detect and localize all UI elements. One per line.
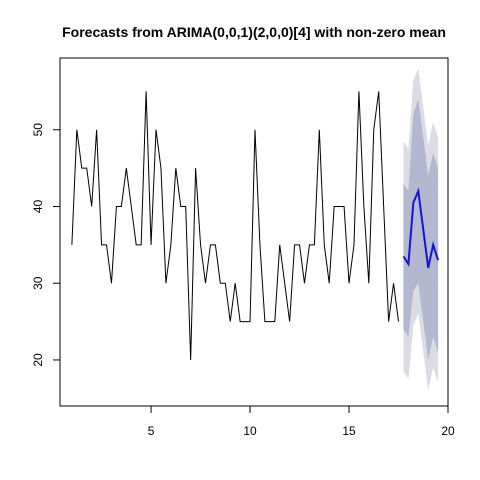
x-tick-label: 20 <box>441 424 455 438</box>
y-tick-label: 40 <box>31 199 45 213</box>
plot-frame <box>59 57 449 407</box>
series-line <box>402 187 440 269</box>
series-line <box>71 91 400 360</box>
x-tick-label: 15 <box>342 424 356 438</box>
x-tick-label: 10 <box>243 424 257 438</box>
y-tick-label: 50 <box>31 123 45 137</box>
y-tick-label: 20 <box>31 353 45 367</box>
chart-title: Forecasts from ARIMA(0,0,1)(2,0,0)[4] wi… <box>62 24 446 40</box>
y-tick-label: 30 <box>31 276 45 290</box>
interval-band <box>403 99 439 360</box>
x-tick-label: 5 <box>148 424 155 438</box>
